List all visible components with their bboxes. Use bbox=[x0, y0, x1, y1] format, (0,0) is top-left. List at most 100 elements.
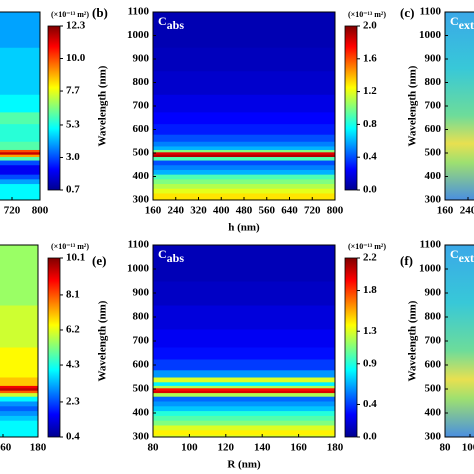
heat-cell bbox=[0, 178, 40, 185]
colorbar-tick-label: 4.3 bbox=[66, 359, 80, 371]
heat-cell bbox=[0, 405, 38, 412]
colorbar-unit: (×10⁻¹³ m²) bbox=[51, 10, 89, 19]
colorbar-tick-label: 1.8 bbox=[363, 284, 377, 296]
heat-cell bbox=[0, 154, 40, 158]
heat-cell bbox=[153, 401, 335, 407]
colorbar-tick-label: 0.0 bbox=[363, 431, 377, 443]
annotation-sub: abs bbox=[167, 251, 185, 265]
heat-cell bbox=[153, 183, 335, 189]
heat-cell bbox=[0, 23, 40, 48]
heat-background bbox=[445, 12, 474, 200]
heat-cell bbox=[153, 405, 335, 412]
heat-cell bbox=[0, 183, 40, 189]
panel-label: (e) bbox=[92, 253, 106, 268]
y-tick-label: 700 bbox=[133, 335, 150, 347]
heat-cell bbox=[0, 359, 38, 371]
y-tick-label: 400 bbox=[425, 170, 442, 182]
heat-cell bbox=[0, 434, 38, 437]
y-tick-label: 400 bbox=[133, 170, 150, 182]
annotation-sub: ext bbox=[459, 18, 474, 32]
heat-cell bbox=[0, 387, 38, 391]
heat-cell bbox=[0, 134, 40, 142]
heat-cell bbox=[153, 151, 335, 155]
heat-cell bbox=[153, 94, 335, 113]
colorbar-tick-label: 0.7 bbox=[66, 184, 80, 196]
x-tick-label: 160 bbox=[145, 205, 162, 217]
x-tick-label: 480 bbox=[236, 205, 253, 217]
heat-cell bbox=[153, 369, 335, 378]
y-tick-label: 900 bbox=[133, 287, 150, 299]
heat-cell bbox=[153, 47, 335, 72]
heat-cell bbox=[153, 156, 335, 161]
panel-label: (f) bbox=[400, 253, 413, 268]
x-tick-label: 160 bbox=[0, 442, 12, 454]
heat-cell bbox=[0, 94, 40, 113]
heat-cell bbox=[0, 174, 40, 180]
y-tick-label: 500 bbox=[133, 147, 150, 159]
heat-cell bbox=[0, 188, 40, 194]
colorbar-tick-label: 12.3 bbox=[66, 20, 86, 32]
heat-cell bbox=[153, 134, 335, 142]
y-tick-label: 300 bbox=[425, 194, 442, 206]
colorbar-tick-label: 0.4 bbox=[363, 151, 377, 163]
colorbar-tick-label: 0.8 bbox=[363, 118, 377, 130]
y-tick-label: 600 bbox=[425, 359, 442, 371]
heat-cell bbox=[153, 164, 335, 170]
plot-area bbox=[0, 245, 38, 437]
y-tick-label: 800 bbox=[133, 76, 150, 88]
colorbar-unit: (×10⁻¹³ m²) bbox=[51, 242, 89, 251]
colorbar bbox=[344, 25, 358, 191]
y-axis-label: Wavelength (nm) bbox=[407, 65, 419, 146]
heat-cell bbox=[0, 401, 38, 407]
y-tick-label: 300 bbox=[133, 431, 150, 443]
annotation-sub: abs bbox=[167, 18, 185, 32]
x-tick-label: 560 bbox=[259, 205, 276, 217]
x-tick-label: 240 bbox=[168, 205, 185, 217]
heat-cell bbox=[153, 410, 335, 416]
colorbar bbox=[47, 25, 61, 191]
heat-cell bbox=[153, 396, 335, 402]
heat-cell bbox=[0, 164, 40, 170]
heat-cell bbox=[153, 245, 335, 258]
annotation-sub: ext bbox=[459, 251, 474, 265]
annotation: Cext bbox=[450, 247, 474, 265]
y-tick-label: 300 bbox=[425, 431, 442, 443]
x-tick-label: 640 bbox=[281, 205, 298, 217]
heat-cell bbox=[0, 392, 38, 397]
y-tick-label: 300 bbox=[133, 194, 150, 206]
y-tick-label: 1100 bbox=[420, 239, 442, 251]
x-tick-label: 100 bbox=[462, 442, 474, 454]
plot-area bbox=[0, 12, 40, 200]
heat-cell bbox=[153, 154, 335, 158]
heat-cell bbox=[153, 377, 335, 383]
heat-cell bbox=[153, 123, 335, 135]
y-axis-label: Wavelength (nm) bbox=[97, 300, 109, 381]
heat-cell bbox=[153, 12, 335, 25]
colorbar-tick-label: 5.3 bbox=[66, 118, 80, 130]
heat-cell bbox=[153, 305, 335, 330]
heat-cell bbox=[153, 174, 335, 180]
heat-cell bbox=[0, 390, 38, 394]
heat-cell bbox=[0, 192, 40, 199]
heat-cell bbox=[0, 429, 38, 436]
x-tick-label: 80 bbox=[440, 442, 452, 454]
heat-cell bbox=[0, 141, 40, 147]
x-tick-label: 180 bbox=[327, 442, 344, 454]
heat-cell bbox=[153, 381, 335, 386]
y-tick-label: 1000 bbox=[419, 263, 442, 275]
annotation: Cext bbox=[450, 14, 474, 32]
heat-cell bbox=[0, 156, 40, 161]
heat-cell bbox=[153, 169, 335, 175]
heat-cell bbox=[153, 141, 335, 147]
plot-area bbox=[153, 12, 335, 200]
heat-cell bbox=[153, 429, 335, 436]
heat-cell bbox=[0, 329, 38, 348]
colorbar-tick-label: 0.4 bbox=[66, 431, 80, 443]
y-axis-label: Wavelength (nm) bbox=[97, 65, 109, 146]
heat-cell bbox=[0, 47, 40, 72]
x-tick-label: 160 bbox=[290, 442, 307, 454]
colorbar-tick-label: 1.6 bbox=[363, 52, 377, 64]
heat-cell bbox=[0, 151, 40, 155]
y-tick-label: 1100 bbox=[128, 239, 150, 251]
heat-cell bbox=[153, 385, 335, 389]
